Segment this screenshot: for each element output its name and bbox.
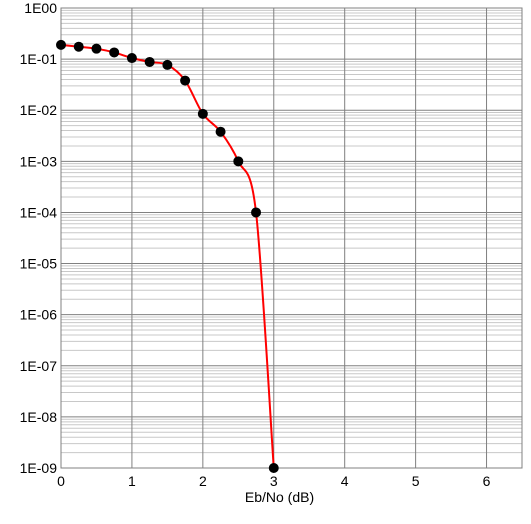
x-axis-title: Eb/No (dB)	[245, 489, 314, 505]
data-point	[91, 43, 102, 54]
x-axis-tick-labels: 0 1 2 3 4 5 6	[57, 473, 491, 489]
data-point	[56, 39, 66, 50]
series-line	[60, 43, 275, 469]
data-point	[233, 156, 244, 167]
y-tick-label: 1E-07	[20, 358, 58, 374]
data-point	[197, 108, 208, 119]
x-tick-label: 6	[483, 473, 491, 489]
x-tick-label: 2	[199, 473, 207, 489]
y-tick-label: 1E-05	[20, 256, 58, 272]
data-point	[162, 59, 173, 70]
x-tick-label: 1	[128, 473, 136, 489]
data-point	[180, 75, 191, 86]
y-tick-label: 1E-03	[20, 153, 58, 169]
y-tick-label: 1E00	[24, 0, 57, 16]
plot-area-frame	[60, 7, 523, 469]
data-point	[73, 41, 84, 52]
y-tick-label: 1E-04	[20, 204, 58, 220]
data-point	[215, 126, 226, 137]
y-tick-label: 1E-09	[20, 460, 58, 476]
y-axis-tick-labels: 1E00 1E-01 1E-02 1E-03 1E-04 1E-05 1E-06 1E-07 1…	[20, 0, 58, 476]
y-tick-label: 1E-06	[20, 307, 58, 323]
x-tick-label: 3	[270, 473, 278, 489]
data-point	[268, 463, 279, 473]
x-tick-label: 4	[341, 473, 349, 489]
y-tick-label: 1E-08	[20, 409, 58, 425]
data-point	[109, 47, 120, 58]
data-point	[144, 56, 155, 67]
x-tick-label: 0	[57, 473, 65, 489]
data-point	[126, 53, 137, 64]
series-layer	[56, 39, 279, 473]
major-gridlines	[60, 7, 522, 469]
minor-gridlines	[61, 9, 522, 454]
y-tick-label: 1E-02	[20, 102, 58, 118]
data-point	[251, 207, 262, 218]
x-tick-label: 5	[412, 473, 420, 489]
y-tick-label: 1E-01	[20, 51, 58, 67]
